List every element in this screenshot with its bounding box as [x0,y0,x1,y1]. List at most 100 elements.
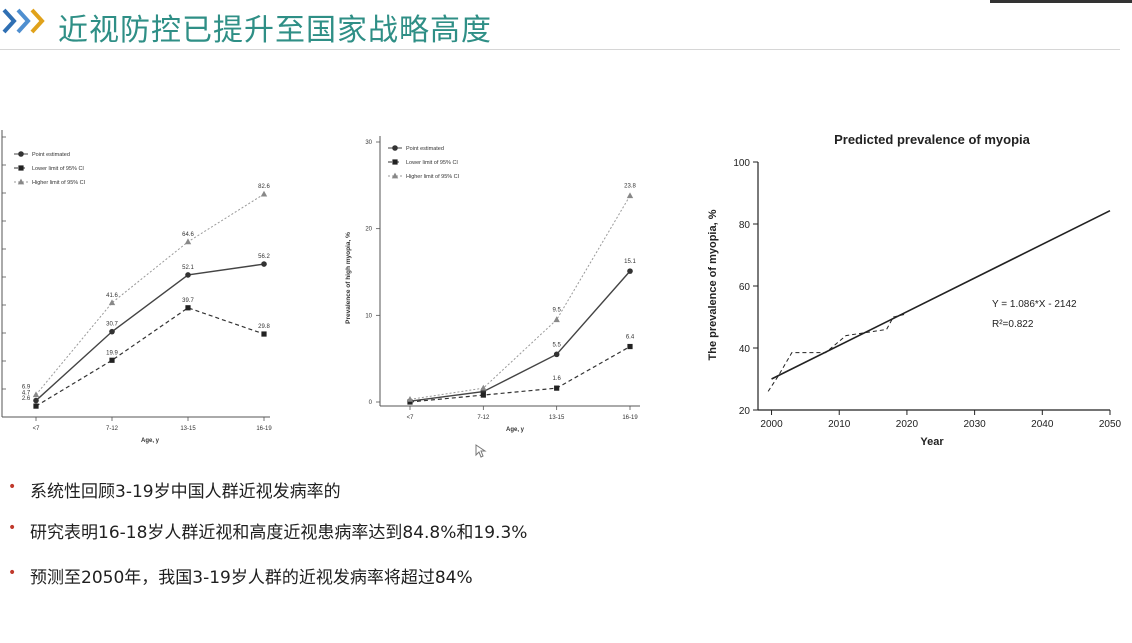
data-label: 5.5 [552,342,561,348]
data-point [261,261,267,267]
y-tick-label: 60 [739,282,751,293]
fit-line [771,209,1111,380]
chart-high-myopia-by-age: 0 10 20 30 <7 7-12 13-15 16-19 Age, y Prevalence … [345,136,640,433]
x-tick-label: 2010 [828,419,851,430]
y-tick-label: 30 [365,140,372,146]
legend-marker [391,172,399,179]
data-label: 15.1 [624,259,636,265]
legend-label: Point estimated [406,146,444,152]
y-tick-label: 40 [739,344,751,355]
r-squared-label: R²=0.822 [992,319,1034,330]
data-point [33,403,39,409]
header-divider [0,49,1120,50]
data-label: 9.5 [552,308,561,314]
data-label: 41.6 [106,293,118,299]
mouse-cursor-icon [475,444,487,458]
data-label: 2.6 [22,396,31,402]
data-point [109,328,115,335]
data-point [627,268,633,274]
legend-label: Higher limit of 95% CI [32,180,86,186]
data-label: 19.9 [106,350,118,356]
data-point [480,392,486,398]
x-tick-label: 2030 [963,419,986,430]
data-point [553,351,560,358]
y-tick-label: 80 [739,220,751,231]
data-point [184,238,192,245]
bullet-marker-icon: • [8,520,17,536]
data-point [626,192,634,199]
y-axis-label: The prevalence of myopia, % [707,209,719,360]
y-tick-label: 100 [733,158,750,169]
legend-label: Point estimated [32,152,70,158]
legend-marker [392,145,398,151]
bullet-marker-icon: • [8,479,17,495]
corner-bar [990,0,1132,3]
x-tick-label: 16-19 [256,426,272,432]
data-point [260,190,268,197]
x-tick-label: 2000 [760,419,783,430]
x-tick-label: 2020 [896,419,919,430]
data-point [553,316,560,323]
series-line [409,270,631,402]
x-tick-label: 16-19 [622,415,638,421]
data-label: 1.6 [552,376,561,382]
legend-marker [392,159,398,165]
y-tick-label: 20 [739,406,751,417]
series-line [35,307,265,407]
regression-equation: Y = 1.086*X - 2142 [992,299,1077,310]
x-tick-label: 7-12 [477,415,490,421]
data-point [261,331,267,337]
legend-label: Lower limit of 95% CI [406,160,458,166]
x-axis-label: Age, y [141,438,160,444]
header-chevrons-icon [2,8,45,34]
series-line [35,263,265,402]
data-point [406,396,414,402]
x-tick-label: <7 [33,426,41,432]
x-axis-label: Age, y [506,427,525,433]
data-label: 52.1 [182,265,194,271]
y-tick-label: 10 [365,313,372,319]
x-tick-label: 7-12 [106,426,119,432]
slide-title: 近视防控已提升至国家战略高度 [58,13,492,48]
x-tick-label: <7 [407,415,415,421]
data-point [32,391,40,398]
data-point [407,399,413,405]
x-tick-label: 13-15 [549,415,565,421]
data-point [109,357,115,363]
data-label: 6.4 [626,335,635,341]
data-point [185,272,191,278]
data-label: 56.2 [258,254,270,260]
chart-title: Predicted prevalence of myopia [834,132,1031,147]
data-point [108,299,116,306]
legend-marker [17,178,25,185]
data-label: 23.8 [624,184,636,190]
x-axis-label: Year [920,436,944,448]
data-point [554,385,560,391]
data-label: 6.9 [22,385,31,391]
series-line [35,193,265,396]
legend-marker [18,151,24,157]
x-tick-label: 2040 [1031,419,1054,430]
x-tick-label: 13-15 [180,426,196,432]
data-label: 4.7 [22,391,31,397]
y-axis-label: Prevalence of high myopia, % [345,232,352,324]
data-label: 30.7 [106,322,118,328]
chart-myopia-prevalence-by-age: <7 7-12 13-15 16-19 Age, y 4.7 30.7 52.1 56.2 2.6… [1,130,272,444]
x-tick-label: 2050 [1099,419,1122,430]
data-label: 29.8 [258,324,270,330]
observed-line [767,313,908,392]
series-line [409,195,631,400]
data-point [33,397,39,404]
data-label: 64.6 [182,232,194,238]
data-point [185,305,191,311]
data-label: 39.7 [182,298,194,304]
data-point [480,384,487,391]
series-line [409,346,631,403]
legend-label: Lower limit of 95% CI [32,166,84,172]
legend-label: Higher limit of 95% CI [406,174,460,180]
legend-marker [18,165,24,171]
data-label: 82.6 [258,184,270,190]
y-tick-label: 20 [365,227,372,233]
y-tick-label: 0 [369,400,373,406]
chart-predicted-prevalence: Predicted prevalence of myopia2040608010… [707,132,1122,448]
